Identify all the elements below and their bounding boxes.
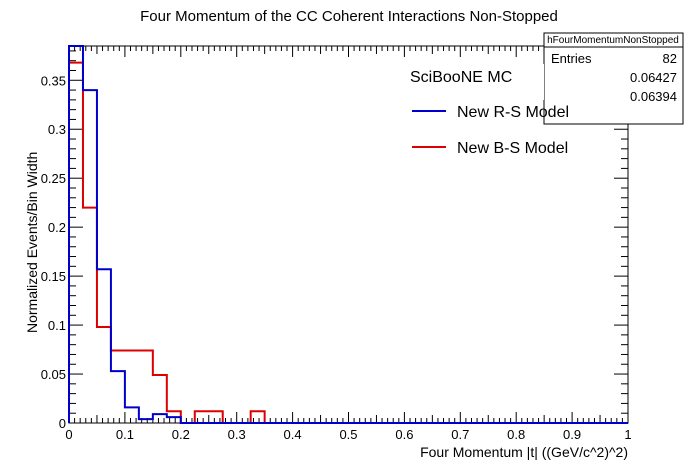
stats-box: hFourMomentumNonStopped Entries 82 0.064… (543, 32, 684, 125)
y-tick-label: 0 (59, 416, 66, 431)
stats-histogram-name: hFourMomentumNonStopped (547, 35, 679, 46)
x-tick-label: 0.3 (228, 427, 246, 442)
x-tick-label: 0.6 (395, 427, 413, 442)
x-tick-label: 0.8 (507, 427, 525, 442)
axis-ticks (68, 46, 629, 424)
stats-entries-value: 82 (663, 51, 677, 66)
stats-box-frame (543, 32, 684, 125)
y-tick-label: 0.15 (41, 269, 66, 284)
legend: SciBooNE MC New R-S Model New B-S Model (404, 64, 569, 157)
legend-label-bs-model: New B-S Model (457, 140, 568, 157)
x-tick-label: 0 (65, 427, 72, 442)
x-tick-labels: 0 0.1 0.2 0.3 0.4 0.5 0.6 0.7 0.8 0.9 1 (65, 427, 631, 442)
legend-header-mask (404, 64, 544, 100)
series-line-rs-model (68, 45, 628, 424)
stats-entries-label: Entries (551, 51, 592, 66)
y-tick-label: 0.25 (41, 171, 66, 186)
stats-rms-value: 0.06394 (630, 89, 677, 104)
chart-title: Four Momentum of the CC Coherent Interac… (140, 8, 558, 25)
legend-label-rs-model: New R-S Model (457, 104, 569, 121)
x-tick-label: 0.7 (451, 427, 469, 442)
x-tick-label: 0.5 (339, 427, 357, 442)
legend-header: SciBooNE MC (410, 69, 512, 86)
x-tick-label: 1 (624, 427, 631, 442)
x-tick-label: 0.4 (284, 427, 302, 442)
y-tick-label: 0.3 (48, 122, 66, 137)
y-tick-label: 0.35 (41, 73, 66, 88)
stats-mean-value: 0.06427 (630, 70, 677, 85)
y-tick-label: 0.05 (41, 367, 66, 382)
y-axis-label: Normalized Events/Bin Width (24, 152, 40, 333)
x-tick-label: 0.9 (563, 427, 581, 442)
y-tick-labels: 0 0.05 0.1 0.15 0.2 0.25 0.3 0.35 (41, 73, 66, 431)
x-tick-label: 0.2 (172, 427, 190, 442)
y-tick-label: 0.2 (48, 220, 66, 235)
x-axis-label: Four Momentum |t| ((GeV/c^2)^2) (420, 444, 628, 460)
x-tick-label: 0.1 (116, 427, 134, 442)
y-tick-label: 0.1 (48, 318, 66, 333)
